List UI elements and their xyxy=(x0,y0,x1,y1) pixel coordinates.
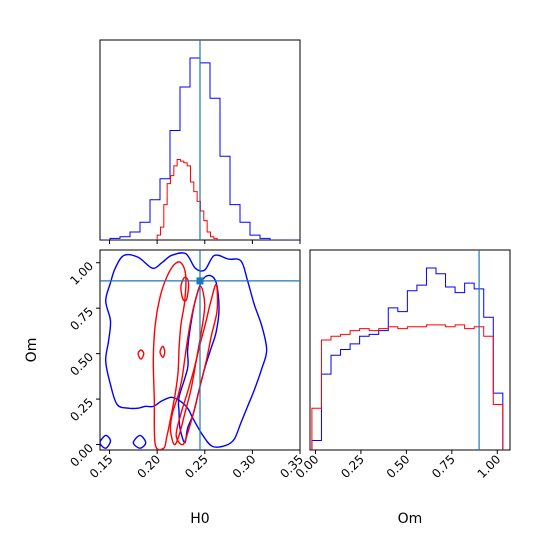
contour-red-4 xyxy=(175,283,219,446)
hist-om-tick-label: 0.50 xyxy=(384,452,413,481)
contour-panel: 0.15 0.20 0.25 0.30 0.350.000.250.500.751.00… xyxy=(24,249,306,527)
y-axis-label-om: Om xyxy=(24,338,40,363)
x-tick-label-h0: 0.15 xyxy=(87,452,116,481)
x-tick-label-h0: 0.20 xyxy=(134,452,163,481)
contour-red-5 xyxy=(180,276,190,302)
hist-om-red-series xyxy=(311,324,504,450)
x-axis-label-h0: H0 xyxy=(190,511,209,527)
x-axis-label-om: Om xyxy=(398,511,423,527)
contour-red-7 xyxy=(159,345,166,358)
hist-om-tick-label: 0.75 xyxy=(429,452,458,481)
hist-om-frame xyxy=(309,249,511,451)
hist-om-tick-label: 0.25 xyxy=(338,452,367,481)
contour-truth-marker xyxy=(196,277,204,285)
hist-h0-panel xyxy=(99,39,301,244)
hist-h0-red-series xyxy=(156,158,218,240)
y-tick-label-om: 0.25 xyxy=(67,395,96,424)
contour-blue-8 xyxy=(100,434,112,449)
contour-red-2 xyxy=(152,261,187,450)
x-tick-label-h0: 0.30 xyxy=(230,452,259,481)
hist-om-tick-label: 1.00 xyxy=(475,452,504,481)
hist-h0-blue-series xyxy=(100,57,300,240)
y-tick-label-om: 0.50 xyxy=(67,350,96,379)
hist-om-panel: 0.00 0.25 0.50 0.75 1.00 Om xyxy=(293,249,511,527)
x-tick-label-h0: 0.25 xyxy=(182,452,211,481)
y-tick-label-om: 1.00 xyxy=(67,259,96,288)
hist-om-blue-series xyxy=(311,267,504,450)
contour-red-6 xyxy=(137,349,145,360)
contour-red-3 xyxy=(169,285,206,446)
y-tick-label-om: 0.75 xyxy=(67,304,96,333)
contour-blue-9 xyxy=(132,434,147,449)
